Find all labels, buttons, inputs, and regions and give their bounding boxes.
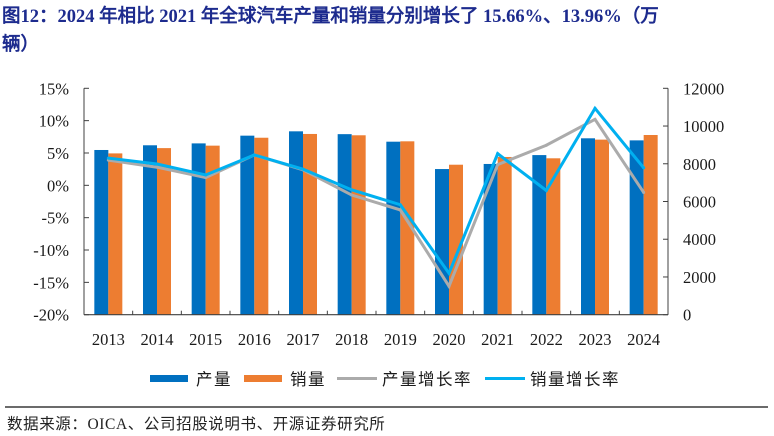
x-tick-label: 2014 <box>141 330 174 349</box>
point-production-growth-2015 <box>204 176 208 180</box>
x-tick-label: 2013 <box>92 330 125 349</box>
bar-sales-2019 <box>400 141 415 315</box>
bar-production-2022 <box>532 155 547 315</box>
bar-production-2019 <box>386 141 401 315</box>
line-series-production-growth <box>106 117 646 290</box>
point-production-growth-2014 <box>155 165 159 169</box>
left-y-tick-label: -5% <box>42 209 70 228</box>
legend-swatch-sales-bar <box>244 374 282 382</box>
bar-sales-2016 <box>254 137 269 315</box>
figure-title-line-2: 辆） <box>2 35 40 55</box>
bar-production-2015 <box>191 143 206 315</box>
x-tick-label: 2015 <box>189 330 222 349</box>
left-y-tick-label: 0% <box>47 176 69 195</box>
bar-sales-2020 <box>449 164 463 315</box>
left-y-tick-label: -20% <box>33 306 69 325</box>
data-source-note: 数据来源：OICA、公司招股说明书、开源证券研究所 <box>7 416 386 433</box>
x-tick-label: 2017 <box>287 330 320 349</box>
x-tick-label: 2023 <box>579 330 612 349</box>
point-sales-growth-2013 <box>106 156 110 160</box>
bar-production-2014 <box>143 145 157 315</box>
legend-item-sales: 销量 <box>244 367 326 389</box>
bar-series-production <box>94 131 644 315</box>
x-tick-label: 2021 <box>481 330 514 349</box>
combo-chart: 2013 2014 2015 2016 2017 2018 2019 2020 2021 2022… <box>33 79 724 349</box>
figure-title: 图12：2024 年相比 2021 年全球汽车产量和销量分别增长了 15.66%… <box>2 3 774 59</box>
point-production-growth-2022 <box>544 143 548 147</box>
bar-sales-2014 <box>157 148 171 315</box>
x-tick-label: 2018 <box>335 330 368 349</box>
legend-label-production: 产量 <box>196 370 232 389</box>
right-y-tick-label: 8000 <box>683 155 716 174</box>
bar-series-sales <box>108 133 658 315</box>
figure-title-line-1: 图12：2024 年相比 2021 年全球汽车产量和销量分别增长了 15.66%… <box>2 7 659 27</box>
bar-production-2023 <box>581 138 595 315</box>
x-tick-label: 2022 <box>530 330 563 349</box>
bar-sales-2017 <box>303 133 317 315</box>
bar-production-2018 <box>337 134 352 315</box>
bar-production-2020 <box>435 169 449 315</box>
legend-item-sales-growth: 销量增长率 <box>485 367 620 389</box>
legend-label-sales-growth: 销量增长率 <box>530 370 620 389</box>
legend-item-production-growth: 产量增长率 <box>337 367 472 389</box>
left-y-tick-label: -10% <box>33 241 69 260</box>
legend-swatch-sales-growth-line <box>485 376 525 380</box>
legend-item-production: 产量 <box>150 367 232 389</box>
bar-sales-2023 <box>595 139 609 315</box>
left-y-tick-label: 10% <box>39 112 70 131</box>
right-y-tick-label: 0 <box>683 306 691 325</box>
point-sales-growth-2022 <box>544 189 548 192</box>
point-sales-growth-2017 <box>301 167 305 171</box>
bar-production-2013 <box>94 149 109 315</box>
point-production-growth-2019 <box>398 208 402 212</box>
legend-swatch-production-bar <box>150 374 188 382</box>
right-y-tick-label: 4000 <box>683 230 716 249</box>
point-sales-growth-2015 <box>204 173 208 177</box>
point-production-growth-2021 <box>496 163 500 167</box>
point-sales-growth-2019 <box>398 203 402 207</box>
point-sales-growth-2018 <box>350 188 354 192</box>
right-y-tick-label: 2000 <box>683 268 716 287</box>
x-tick-label: 2024 <box>627 330 660 349</box>
footer-divider <box>5 406 768 408</box>
right-y-tick-label: 6000 <box>683 193 716 212</box>
x-tick-label: 2019 <box>384 330 417 349</box>
left-y-tick-label: 15% <box>39 79 70 98</box>
bar-sales-2024 <box>643 135 658 315</box>
point-production-growth-2024 <box>642 190 646 194</box>
line-series-sales-growth <box>106 105 646 277</box>
legend-label-sales: 销量 <box>290 370 326 389</box>
point-production-growth-2018 <box>350 193 354 197</box>
right-y-tick-label: 12000 <box>683 79 724 98</box>
legend-label-production-growth: 产量增长率 <box>382 370 472 389</box>
point-sales-growth-2014 <box>155 162 159 166</box>
left-y-tick-label: 5% <box>47 144 69 163</box>
bar-sales-2015 <box>205 145 220 315</box>
point-production-growth-2020 <box>447 284 451 288</box>
point-sales-growth-2024 <box>642 166 646 170</box>
point-sales-growth-2023 <box>593 106 597 110</box>
line-sales-growth <box>108 105 645 277</box>
bar-sales-2021 <box>497 156 512 315</box>
point-production-growth-2023 <box>593 117 597 121</box>
bar-sales-2018 <box>351 135 366 315</box>
bar-production-2021 <box>483 163 498 315</box>
bar-production-2024 <box>629 140 644 315</box>
x-tick-label: 2016 <box>238 330 271 349</box>
right-y-tick-label: 10000 <box>683 117 724 136</box>
point-sales-growth-2020 <box>447 271 451 275</box>
point-sales-growth-2016 <box>252 153 256 157</box>
point-sales-growth-2021 <box>496 152 500 156</box>
bar-production-2017 <box>289 131 303 315</box>
legend-swatch-production-growth-line <box>337 376 377 380</box>
line-production-growth <box>108 117 645 290</box>
bar-production-2016 <box>240 135 255 315</box>
bar-sales-2022 <box>546 158 561 315</box>
bar-sales-2013 <box>108 153 123 315</box>
left-y-tick-label: -15% <box>33 273 69 292</box>
x-tick-label: 2020 <box>433 330 466 349</box>
